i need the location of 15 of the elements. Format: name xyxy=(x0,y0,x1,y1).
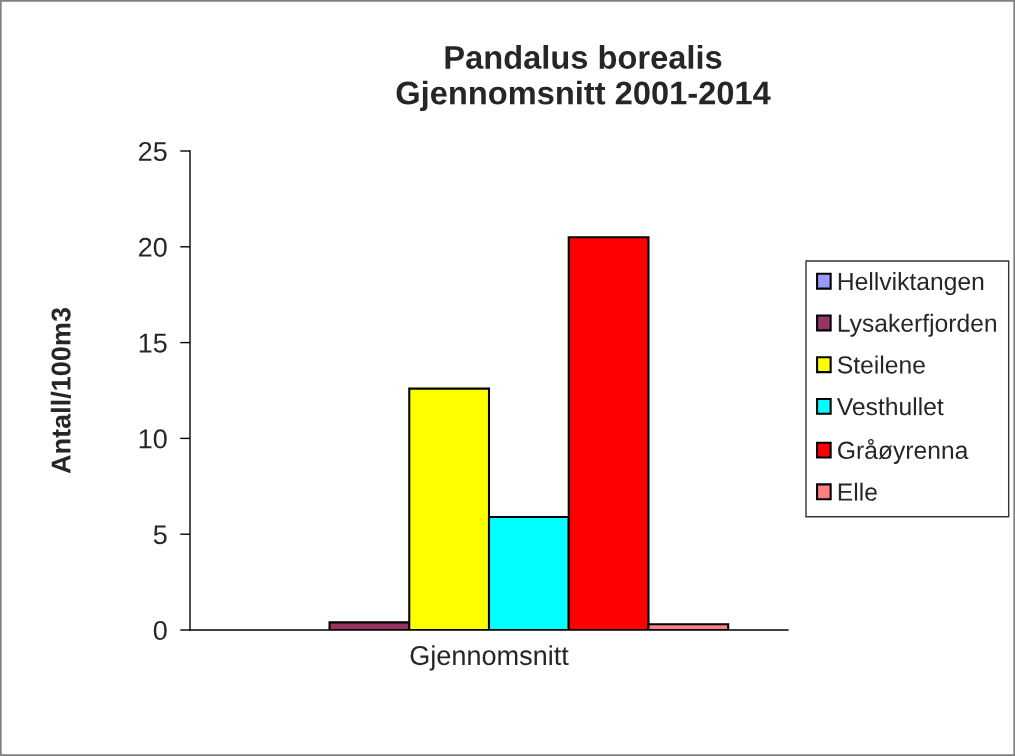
legend-label: Gråøyrenna xyxy=(838,438,969,464)
legend-label: Steilene xyxy=(837,355,925,374)
y-axis-title: Antall/100m3 xyxy=(50,307,71,474)
y-tick-label: 5 xyxy=(153,525,167,545)
y-tick-label: 20 xyxy=(139,237,167,257)
x-tick-label: Gjennomsnitt xyxy=(410,645,569,671)
chart-title: Pandalus borealis Gjennomsnitt 2001-2014 xyxy=(396,45,771,112)
legend-label: Hellviktangen xyxy=(838,272,984,296)
legend-label: Elle xyxy=(838,482,877,501)
legend-label: Vesthullet xyxy=(836,397,944,416)
y-tick-label: 10 xyxy=(139,429,167,449)
legend-label: Lysakerfjorden xyxy=(838,313,996,337)
y-tick-label: 15 xyxy=(139,333,167,353)
y-tick-label: 25 xyxy=(139,141,167,162)
y-tick-label: 0 xyxy=(153,620,167,641)
